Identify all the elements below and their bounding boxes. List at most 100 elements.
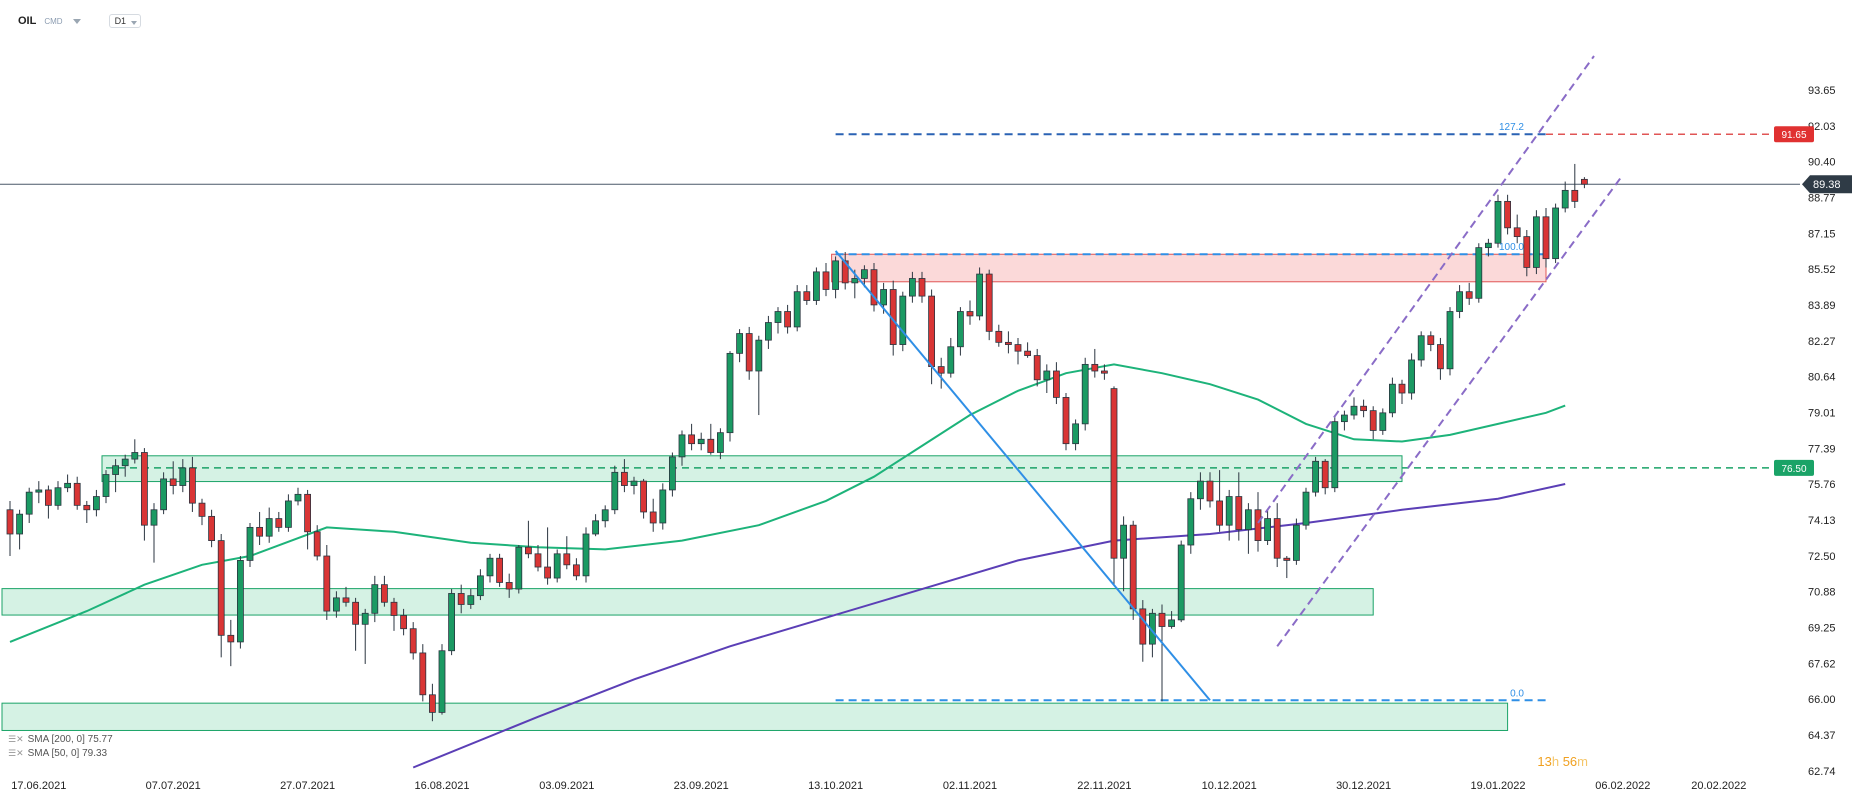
candle[interactable]	[899, 295, 907, 345]
candle[interactable]	[400, 615, 408, 630]
candle[interactable]	[985, 273, 993, 332]
candle[interactable]	[198, 502, 206, 517]
candle[interactable]	[25, 491, 33, 515]
candle[interactable]	[256, 526, 264, 537]
candle[interactable]	[1264, 518, 1271, 541]
candle[interactable]	[323, 555, 331, 612]
symbol-name[interactable]: OIL	[18, 15, 37, 27]
candle[interactable]	[1465, 291, 1473, 299]
candle[interactable]	[573, 564, 580, 577]
candle[interactable]	[121, 458, 129, 467]
candle[interactable]	[294, 493, 302, 502]
candle[interactable]	[1120, 524, 1127, 559]
candle[interactable]	[1033, 355, 1041, 381]
sma-50-legend[interactable]: ☰✕ SMA [50, 0] 79.33	[8, 748, 107, 759]
candle[interactable]	[93, 496, 100, 511]
candle[interactable]	[1177, 544, 1185, 621]
candle[interactable]	[525, 546, 532, 555]
candle[interactable]	[841, 260, 849, 284]
candle[interactable]	[112, 465, 119, 475]
candle[interactable]	[390, 601, 398, 616]
candle[interactable]	[284, 500, 292, 528]
candle[interactable]	[73, 482, 81, 506]
candle[interactable]	[64, 482, 71, 489]
candle[interactable]	[371, 584, 379, 614]
candle[interactable]	[1187, 498, 1195, 546]
candle[interactable]	[438, 650, 446, 713]
candle[interactable]	[1389, 383, 1396, 414]
candle[interactable]	[1408, 359, 1415, 394]
candle[interactable]	[1427, 335, 1435, 345]
candle[interactable]	[582, 533, 590, 577]
candle[interactable]	[332, 597, 340, 612]
candle[interactable]	[669, 456, 676, 491]
candle[interactable]	[169, 478, 177, 486]
candle[interactable]	[1053, 370, 1060, 398]
candle[interactable]	[1158, 612, 1166, 627]
candle[interactable]	[659, 489, 667, 524]
candle[interactable]	[150, 509, 158, 526]
candle[interactable]	[515, 546, 523, 590]
candle[interactable]	[1456, 291, 1463, 312]
candle[interactable]	[726, 352, 734, 434]
candle[interactable]	[1014, 344, 1022, 352]
symbol-dropdown-icon[interactable]	[72, 18, 81, 24]
candle[interactable]	[208, 515, 216, 541]
candle[interactable]	[803, 291, 811, 301]
candle[interactable]	[592, 520, 599, 535]
candle[interactable]	[265, 518, 273, 537]
candle[interactable]	[16, 513, 24, 535]
candle[interactable]	[275, 518, 283, 528]
candle[interactable]	[755, 339, 763, 372]
candle[interactable]	[774, 311, 782, 323]
candle[interactable]	[428, 694, 436, 713]
candle[interactable]	[1369, 410, 1377, 431]
candle[interactable]	[1043, 370, 1051, 381]
candle[interactable]	[6, 509, 14, 535]
candle[interactable]	[909, 278, 916, 297]
candle[interactable]	[1168, 619, 1175, 627]
candle[interactable]	[352, 601, 360, 625]
candle[interactable]	[957, 311, 964, 348]
candle[interactable]	[1561, 189, 1569, 209]
candle[interactable]	[1206, 480, 1214, 502]
candle[interactable]	[1139, 608, 1147, 645]
candle[interactable]	[1273, 518, 1281, 559]
candle[interactable]	[496, 557, 504, 583]
candle[interactable]	[1552, 207, 1559, 260]
candle[interactable]	[851, 278, 859, 284]
candle[interactable]	[1475, 247, 1483, 299]
candle[interactable]	[54, 487, 62, 506]
candle[interactable]	[1091, 363, 1099, 372]
support-zone[interactable]	[101, 455, 1403, 483]
sma-line[interactable]	[9, 363, 1566, 643]
candle[interactable]	[409, 628, 417, 654]
candle[interactable]	[1379, 412, 1387, 431]
candle[interactable]	[419, 652, 427, 696]
candle[interactable]	[928, 295, 935, 367]
candle[interactable]	[1216, 500, 1223, 526]
candle[interactable]	[361, 612, 369, 625]
candle[interactable]	[1485, 242, 1492, 249]
candle[interactable]	[1254, 509, 1262, 541]
candle[interactable]	[870, 269, 878, 306]
candle[interactable]	[1504, 200, 1511, 229]
resistance-zone[interactable]	[831, 253, 1547, 283]
indicator-settings-icon[interactable]: ☰✕	[8, 734, 24, 744]
candle[interactable]	[544, 566, 551, 579]
candle[interactable]	[1024, 350, 1031, 356]
candle[interactable]	[630, 480, 638, 486]
candle[interactable]	[1283, 557, 1291, 561]
candle[interactable]	[880, 289, 887, 306]
candle[interactable]	[995, 330, 1003, 343]
candle[interactable]	[35, 489, 43, 493]
candle[interactable]	[1129, 524, 1137, 610]
candle[interactable]	[1437, 344, 1444, 370]
candle[interactable]	[601, 509, 609, 522]
candle[interactable]	[1245, 509, 1252, 530]
candle[interactable]	[736, 333, 743, 354]
candle[interactable]	[1398, 383, 1406, 394]
candle[interactable]	[246, 526, 254, 561]
candle[interactable]	[947, 346, 955, 374]
